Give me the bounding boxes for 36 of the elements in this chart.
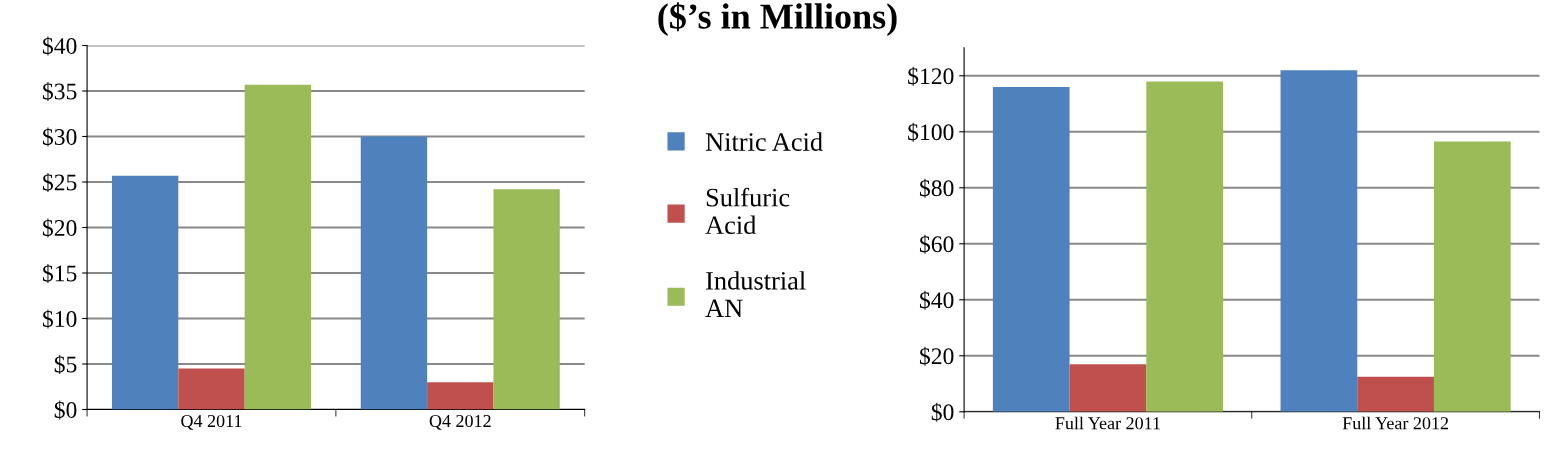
x-tick-label: Q4 2012 [429, 414, 491, 430]
bar [111, 175, 179, 410]
bar [360, 136, 428, 410]
bar [1433, 141, 1511, 412]
y-tick-label: $20 [42, 218, 77, 238]
legend-label: Nitric Acid [705, 132, 823, 151]
y-tick-label: $100 [908, 122, 954, 142]
y-tick-label: $5 [54, 355, 77, 374]
bar [493, 189, 560, 410]
bar [1280, 70, 1358, 412]
bar [244, 84, 311, 410]
y-tick-label: $10 [42, 309, 77, 329]
y-tick-label: $30 [42, 127, 77, 147]
y-tick-label: $0 [931, 402, 954, 422]
y-tick-label: $60 [919, 234, 954, 254]
y-tick-label: $15 [42, 264, 77, 283]
legend-label: Sulfuric Acid [705, 187, 790, 235]
bar [1357, 376, 1434, 412]
y-tick-label: $0 [54, 400, 77, 420]
x-tick-label: Q4 2011 [181, 414, 242, 430]
legend-label: Industrial AN [705, 271, 806, 318]
y-tick-label: $40 [919, 290, 954, 310]
text: ($’s in Millions) [658, 2, 897, 37]
y-tick-label: $25 [42, 173, 77, 192]
bar [1069, 364, 1147, 412]
y-tick-label: $120 [908, 66, 954, 86]
x-tick-label: Full Year 2011 [1055, 416, 1160, 430]
x-tick-label: Full Year 2012 [1342, 416, 1449, 430]
bar [992, 86, 1070, 412]
y-tick-label: $20 [919, 346, 954, 366]
bar [1146, 81, 1224, 412]
y-tick-label: $40 [42, 36, 77, 56]
bar [427, 382, 494, 410]
y-tick-label: $80 [919, 178, 954, 198]
bar [178, 368, 245, 410]
y-tick-label: $35 [42, 82, 77, 101]
